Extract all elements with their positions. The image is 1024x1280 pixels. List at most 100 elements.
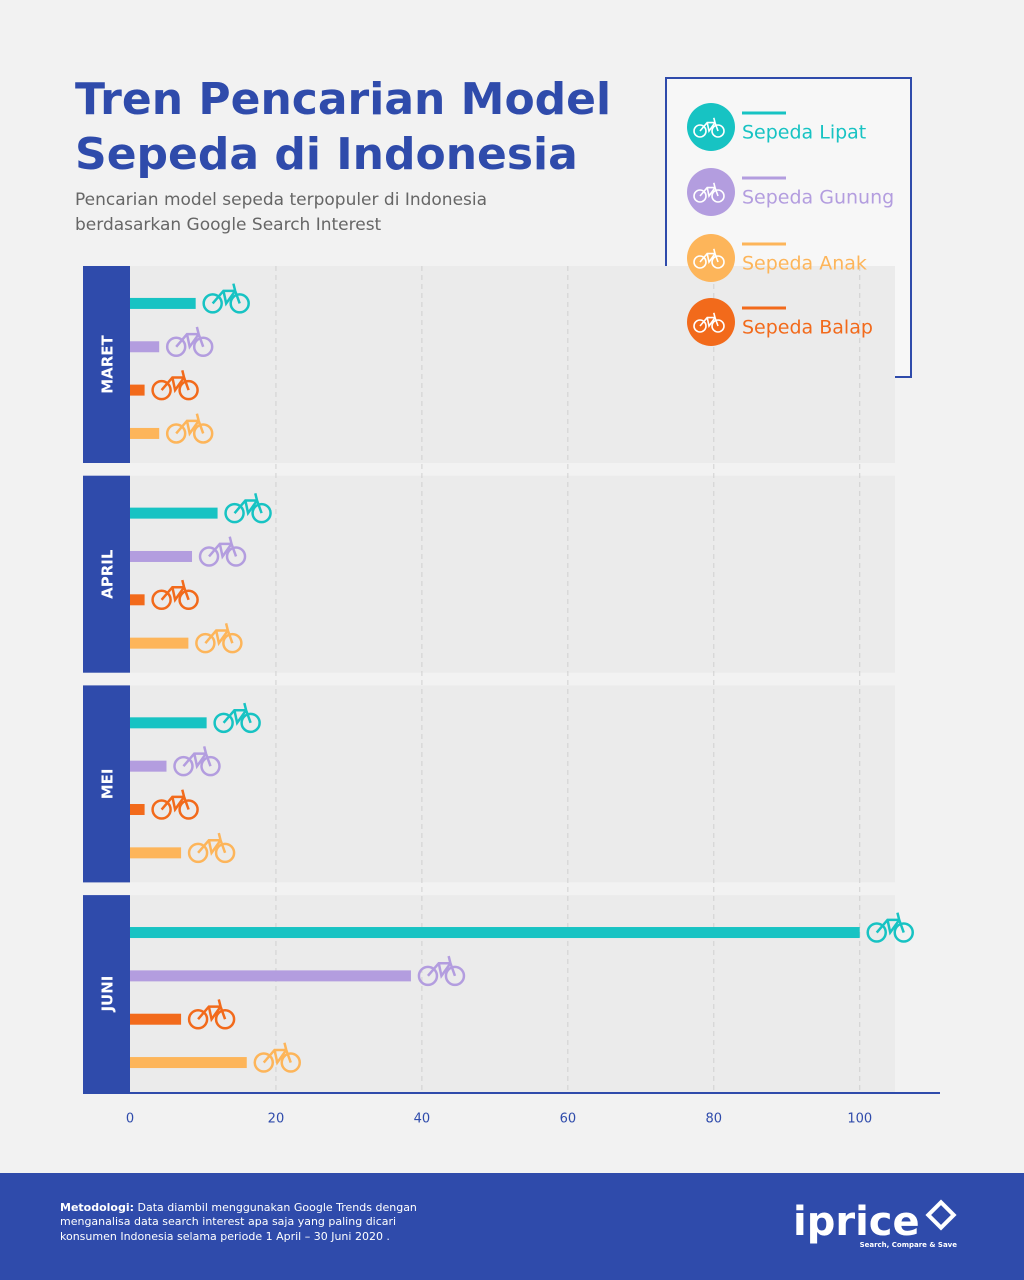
bike-icon	[198, 546, 220, 567]
bike-icon	[711, 189, 725, 203]
bar	[130, 507, 218, 519]
bike-icon	[195, 632, 216, 654]
methodology-line: menganalisa data search interest apa saj…	[60, 1215, 396, 1228]
bar	[130, 847, 182, 859]
bar	[130, 760, 167, 772]
bar	[130, 384, 145, 396]
bike-icon	[192, 336, 214, 358]
bike-icon	[197, 999, 227, 1023]
bike-icon	[151, 799, 172, 820]
title-line: Sepeda di Indonesia	[75, 129, 578, 180]
methodology-label: Metodologi:	[60, 1201, 134, 1214]
legend-label: Sepeda Anak	[742, 253, 867, 275]
bar	[130, 594, 145, 606]
footer-band	[0, 1173, 1024, 1280]
bike-icon	[160, 370, 190, 394]
bike-icon	[711, 319, 725, 333]
bike-icon	[233, 493, 263, 517]
bike-icon	[173, 755, 194, 777]
bike-icon	[693, 189, 707, 203]
bike-icon	[711, 255, 725, 269]
methodology-line: Data diambil menggunakan Google Trends d…	[138, 1201, 417, 1214]
tagline: Search, Compare & Save	[860, 1241, 958, 1249]
logo-mark	[925, 1199, 957, 1231]
bar	[130, 427, 160, 439]
bike-icon	[866, 922, 887, 943]
month-label: MARET	[99, 334, 117, 393]
bike-icon	[229, 293, 250, 314]
logo: iprice	[793, 1199, 920, 1245]
bike-icon	[417, 965, 439, 987]
x-tick-label: 80	[706, 1112, 723, 1127]
bike-icon	[187, 842, 209, 864]
bike-icon	[280, 1052, 302, 1073]
x-tick-label: 20	[268, 1112, 285, 1127]
legend-label: Sepeda Lipat	[742, 122, 866, 144]
bike-icon	[192, 423, 214, 444]
bike-icon	[693, 319, 707, 333]
bike-icon	[444, 965, 466, 987]
bike-icon	[178, 799, 199, 820]
bike-icon	[222, 632, 243, 654]
bike-icon	[178, 589, 199, 611]
bike-icon	[699, 182, 719, 198]
month-band	[83, 475, 130, 673]
bar	[130, 637, 189, 649]
bike-icon	[165, 423, 187, 444]
bike-icon	[262, 1042, 292, 1066]
bar	[130, 927, 860, 939]
month-band	[83, 895, 130, 1093]
bike-icon	[224, 502, 245, 524]
bike-icon	[182, 746, 212, 770]
bike-icon	[893, 922, 914, 943]
bike-icon	[200, 755, 221, 777]
bar	[130, 550, 193, 562]
bike-icon	[208, 536, 238, 560]
bike-icon	[875, 912, 905, 936]
month-band	[83, 685, 130, 883]
bike-icon	[175, 413, 205, 437]
panel	[83, 685, 895, 883]
month-label: MEI	[99, 769, 117, 800]
bike-icon	[699, 248, 719, 264]
month-label: JUNI	[99, 976, 117, 1013]
bike-icon	[225, 546, 247, 567]
bike-icon	[711, 124, 725, 138]
x-tick-label: 60	[560, 1112, 577, 1127]
bike-icon	[160, 789, 190, 813]
title-line: Tren Pencarian Model	[75, 74, 611, 125]
panel	[83, 475, 895, 673]
x-tick-label: 0	[126, 1112, 134, 1127]
bike-icon	[187, 1008, 209, 1030]
bike-icon	[197, 832, 227, 856]
bike-icon	[213, 712, 234, 734]
bike-icon	[211, 283, 241, 307]
bike-icon	[202, 293, 223, 314]
legend-label: Sepeda Gunung	[742, 187, 894, 209]
bike-icon	[175, 326, 205, 350]
bike-icon	[204, 623, 234, 647]
bike-icon	[426, 955, 457, 979]
bike-icon	[699, 312, 719, 328]
subtitle-line: Pencarian model sepeda terpopuler di Ind…	[75, 190, 487, 210]
bike-icon	[160, 579, 190, 603]
bar	[130, 1013, 182, 1025]
x-tick-label: 100	[847, 1112, 872, 1127]
bar	[130, 804, 145, 816]
bike-icon	[151, 379, 172, 401]
bike-icon	[699, 117, 719, 133]
bike-icon	[693, 124, 707, 138]
plot: 0 20 40 60 80 100 MARET APRIL MEI JUNI Sepeda Lipa…	[83, 103, 940, 1127]
bar	[130, 297, 196, 309]
bike-icon	[214, 1008, 236, 1030]
bike-icon	[251, 502, 272, 524]
bike-icon	[240, 712, 261, 734]
bike-icon	[178, 379, 199, 401]
bike-icon	[165, 336, 187, 358]
bike-icon	[214, 842, 236, 864]
month-band	[83, 266, 130, 463]
bike-icon	[222, 702, 252, 726]
methodology-line: konsumen Indonesia selama periode 1 Apri…	[60, 1230, 390, 1243]
bike-icon	[253, 1052, 275, 1073]
bike-icon	[693, 255, 707, 269]
